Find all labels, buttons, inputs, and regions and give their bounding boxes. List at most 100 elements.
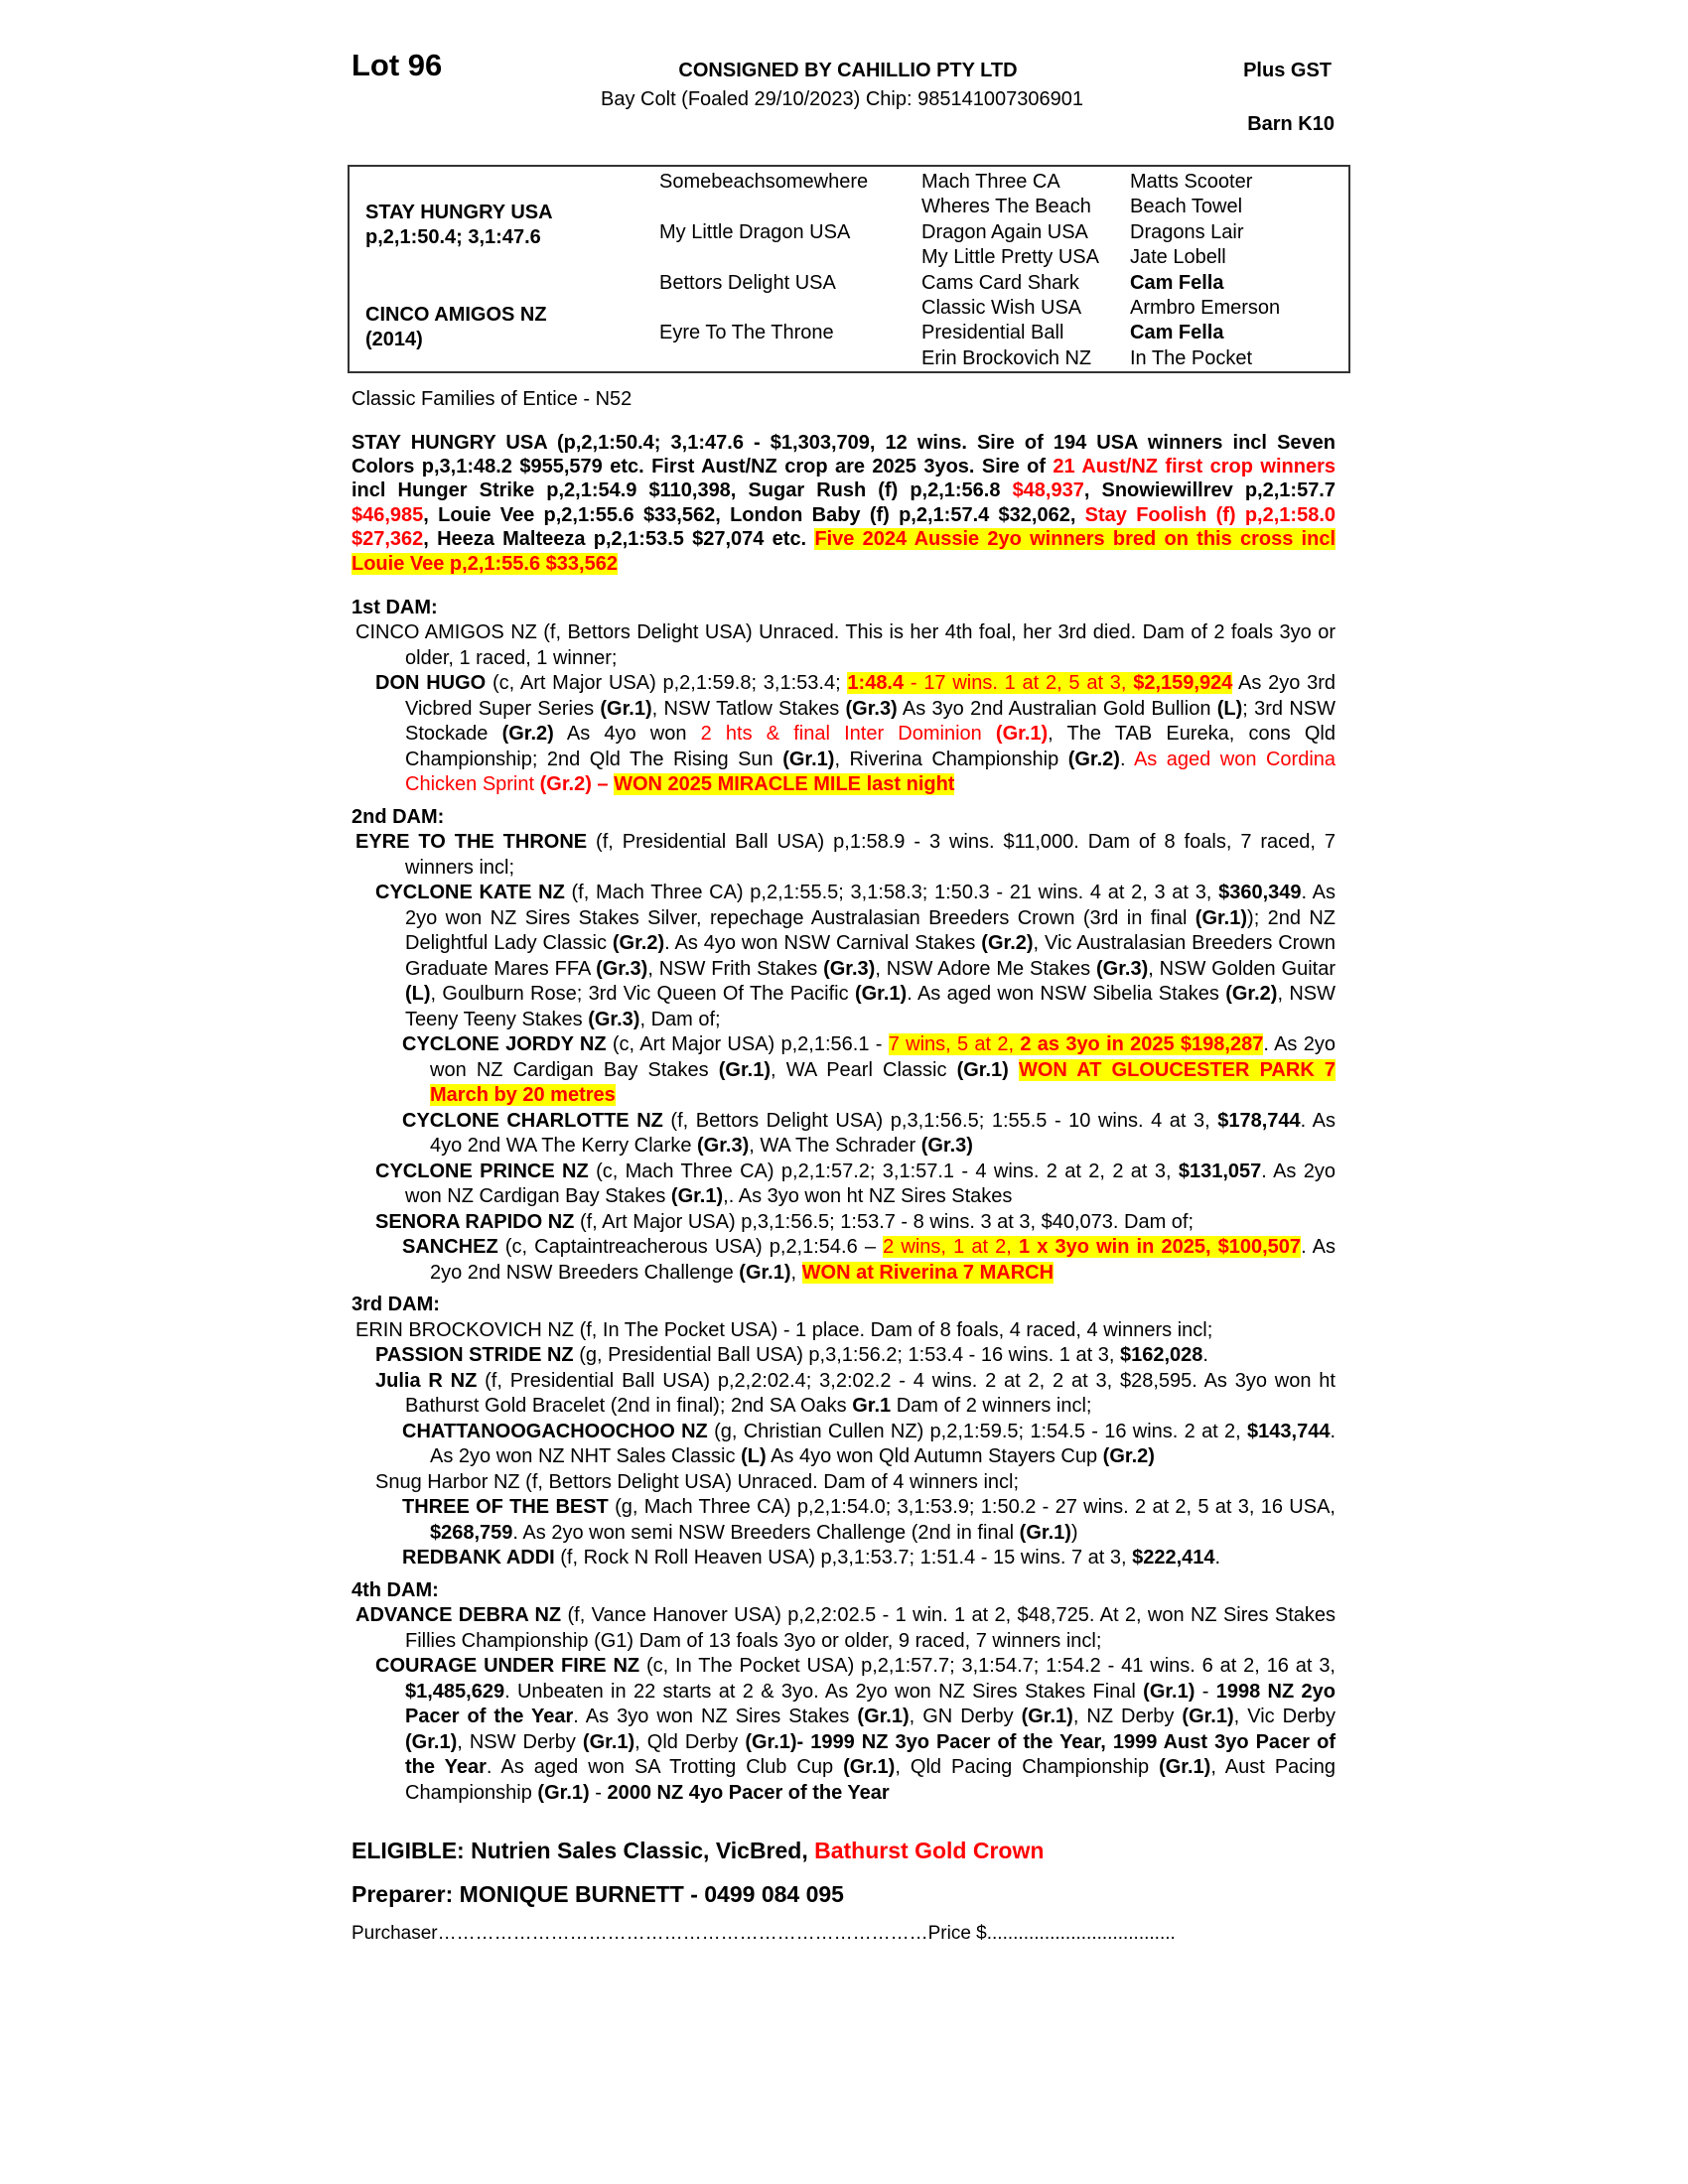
- text-run: (Gr.3): [920, 1135, 973, 1158]
- sire-record: p,2,1:50.4; 3,1:47.6: [365, 226, 541, 248]
- text-run: (f, Presidential Ball USA) p,2,2:02.4; 3…: [405, 1369, 1336, 1418]
- pedigree-entry: CYCLONE JORDY NZ (c, Art Major USA) p,2,…: [352, 1032, 1336, 1109]
- text-run: , NSW Frith Stakes: [647, 957, 824, 980]
- text-run: (Gr.2): [612, 932, 665, 955]
- text-run: 21 Aust/NZ first crop winners: [1053, 455, 1336, 478]
- text-run: (L): [741, 1445, 767, 1468]
- pedigree-entry: DON HUGO (c, Art Major USA) p,2,1:59.8; …: [352, 671, 1336, 798]
- text-run: -: [1195, 1680, 1216, 1703]
- pedigree-entry: ADVANCE DEBRA NZ (f, Vance Hanover USA) …: [352, 1603, 1336, 1654]
- pedigree-gen2: Bettors Delight USA: [659, 271, 836, 294]
- text-run: 2 as 3yo in 2025 $198,287: [1020, 1033, 1264, 1056]
- text-run: CYCLONE KATE NZ: [375, 882, 565, 904]
- text-run: . As aged won SA Trotting Club Cup: [486, 1756, 844, 1779]
- text-run: 2 hts & final Inter Dominion: [700, 723, 996, 746]
- text-run: , The TAB Eureka, cons Qld Championship;…: [405, 723, 1336, 770]
- pedigree-gen4: In The Pocket: [1130, 346, 1253, 369]
- preparer: Preparer: MONIQUE BURNETT - 0499 084 095: [352, 1881, 844, 1908]
- text-run: . As 2yo won NZ Cardigan Bay Stakes: [405, 1160, 1336, 1208]
- eligibility: ELIGIBLE: Nutrien Sales Classic, VicBred…: [352, 1836, 1336, 1865]
- text-run: ); 2nd NZ Delightful Lady Classic: [405, 906, 1336, 955]
- text-run: (f, Presidential Ball USA) p,1:58.9 - 3 …: [405, 831, 1336, 879]
- text-run: Dam of 2 winners incl;: [891, 1395, 1092, 1418]
- text-run: , GN Derby: [909, 1706, 1022, 1728]
- text-run: , NSW Golden Guitar: [1148, 957, 1336, 980]
- text-run: (Gr.1): [600, 697, 652, 720]
- text-run: , NZ Derby: [1072, 1706, 1183, 1728]
- text-run: , Aust Pacing Championship: [405, 1756, 1336, 1804]
- text-run: As aged won Cordina Chicken Sprint: [405, 748, 1336, 796]
- text-run: Stay Foolish (f) p,2,1:58.0 $27,362: [352, 503, 1336, 551]
- purchaser-dots: ……………………………………………………………………: [437, 1923, 928, 1945]
- text-run: $222,414: [1132, 1547, 1215, 1570]
- text-run: , Goulburn Rose; 3rd Vic Queen Of The Pa…: [430, 983, 855, 1006]
- text-run: (Gr.3): [1096, 957, 1149, 980]
- text-run: CHATTANOOGACHOOCHOO NZ: [402, 1420, 708, 1442]
- text-run: (Gr.3): [596, 957, 648, 980]
- text-run: REDBANK ADDI: [402, 1547, 555, 1570]
- pedigree-gen3: Presidential Ball: [921, 322, 1064, 344]
- pedigree-table: STAY HUNGRY USA p,2,1:50.4; 3,1:47.6 CIN…: [348, 165, 1350, 373]
- pedigree-gen4: Dragons Lair: [1130, 220, 1244, 243]
- purchaser-label: Purchaser: [352, 1923, 438, 1945]
- text-run: Gr.1: [852, 1395, 892, 1418]
- consignor: CONSIGNED BY CAHILLIO PTY LTD: [678, 60, 1018, 81]
- text-run: (f, Bettors Delight USA) p,3,1:56.5; 1:5…: [662, 1109, 1218, 1132]
- text-run: (c, Art Major USA) p,2,1:59.8; 3,1:53.4;: [486, 672, 848, 695]
- horse-description: Bay Colt (Foaled 29/10/2023) Chip: 98514…: [601, 88, 1083, 110]
- text-run: 1:48.4: [847, 672, 905, 695]
- text-run: (Gr.3): [588, 1008, 640, 1030]
- text-run: , Dam of;: [639, 1008, 721, 1030]
- text-run: $143,744: [1247, 1420, 1331, 1442]
- text-run: $48,937: [1012, 479, 1084, 502]
- price-label: Price $: [927, 1923, 987, 1945]
- text-run: (Gr.3): [845, 697, 898, 720]
- dam-section: 4th DAM: ADVANCE DEBRA NZ (f, Vance Hanov…: [352, 1578, 1336, 1807]
- text-run: , WA Pearl Classic: [771, 1058, 957, 1081]
- dam-heading: 3rd DAM:: [352, 1294, 440, 1316]
- pedigree-entry: SENORA RAPIDO NZ (f, Art Major USA) p,3,…: [352, 1210, 1336, 1236]
- text-run: Julia R NZ: [375, 1369, 478, 1392]
- gst-note: Plus GST: [1243, 60, 1332, 81]
- text-run: (Gr.2): [981, 932, 1034, 955]
- text-run: As 2yo 3rd Vicbred Super Series: [405, 672, 1336, 720]
- text-run: (Gr.1): [405, 1730, 458, 1753]
- text-run: (Gr.1): [1182, 1706, 1234, 1728]
- pedigree-gen3: Mach Three CA: [921, 171, 1060, 193]
- text-run: 1 x 3yo win in 2025, $100,507: [1018, 1236, 1302, 1259]
- pedigree-entry: CINCO AMIGOS NZ (f, Bettors Delight USA)…: [352, 620, 1336, 671]
- text-run: , Qld Derby: [634, 1730, 746, 1753]
- text-run: (Gr.2): [501, 723, 554, 746]
- sire-paragraph: STAY HUNGRY USA (p,2,1:50.4; 3,1:47.6 - …: [352, 431, 1336, 576]
- text-run: , Vic Australasian Breeders Crown Gradua…: [405, 932, 1336, 980]
- pedigree-gen3: Classic Wish USA: [921, 297, 1082, 319]
- dam-year: (2014): [365, 329, 423, 350]
- lot-number: Lot 96: [352, 48, 443, 82]
- text-run: .: [1119, 748, 1134, 770]
- pedigree-gen2: Somebeachsomewhere: [659, 171, 869, 193]
- text-run: (L): [1216, 697, 1243, 720]
- text-run: [1009, 1059, 1019, 1081]
- text-run: (Gr.1): [995, 723, 1049, 746]
- text-run: (Gr.1): [718, 1058, 772, 1081]
- pedigree-gen4: Cam Fella: [1130, 271, 1224, 294]
- text-run: CYCLONE PRINCE NZ: [375, 1160, 589, 1182]
- text-run: 1998 NZ 2yo Pacer of the Year: [405, 1680, 1336, 1728]
- pedigree-entry: ERIN BROCKOVICH NZ (f, In The Pocket USA…: [352, 1318, 1336, 1344]
- text-run: CYCLONE JORDY NZ: [402, 1033, 607, 1056]
- pedigree-entry: Julia R NZ (f, Presidential Ball USA) p,…: [352, 1369, 1336, 1420]
- text-run: , WA The Schrader: [749, 1135, 921, 1158]
- pedigree-gen3: Cams Card Shark: [921, 271, 1079, 294]
- pedigree-gen3: Wheres The Beach: [921, 196, 1091, 218]
- pedigree-entry: CHATTANOOGACHOOCHOO NZ (g, Christian Cul…: [352, 1420, 1336, 1470]
- text-run: COURAGE UNDER FIRE NZ: [375, 1655, 640, 1678]
- text-run: (Gr.1)- 1999 NZ 3yo Pacer of the Year, 1…: [405, 1730, 1336, 1779]
- barn-location: Barn K10: [1247, 113, 1335, 135]
- text-run: CINCO AMIGOS NZ (f, Bettors Delight USA)…: [355, 621, 1336, 669]
- pedigree-gen4: Jate Lobell: [1130, 246, 1226, 269]
- pedigree-entry: Snug Harbor NZ (f, Bettors Delight USA) …: [352, 1470, 1336, 1496]
- pedigree-entry: COURAGE UNDER FIRE NZ (c, In The Pocket …: [352, 1654, 1336, 1806]
- catalogue-body: Classic Families of Entice - N52 STAY HU…: [352, 387, 1336, 1947]
- text-run: (c, Captaintreacherous USA) p,2,1:54.6 –: [497, 1236, 884, 1259]
- text-run: $360,349: [1218, 882, 1302, 904]
